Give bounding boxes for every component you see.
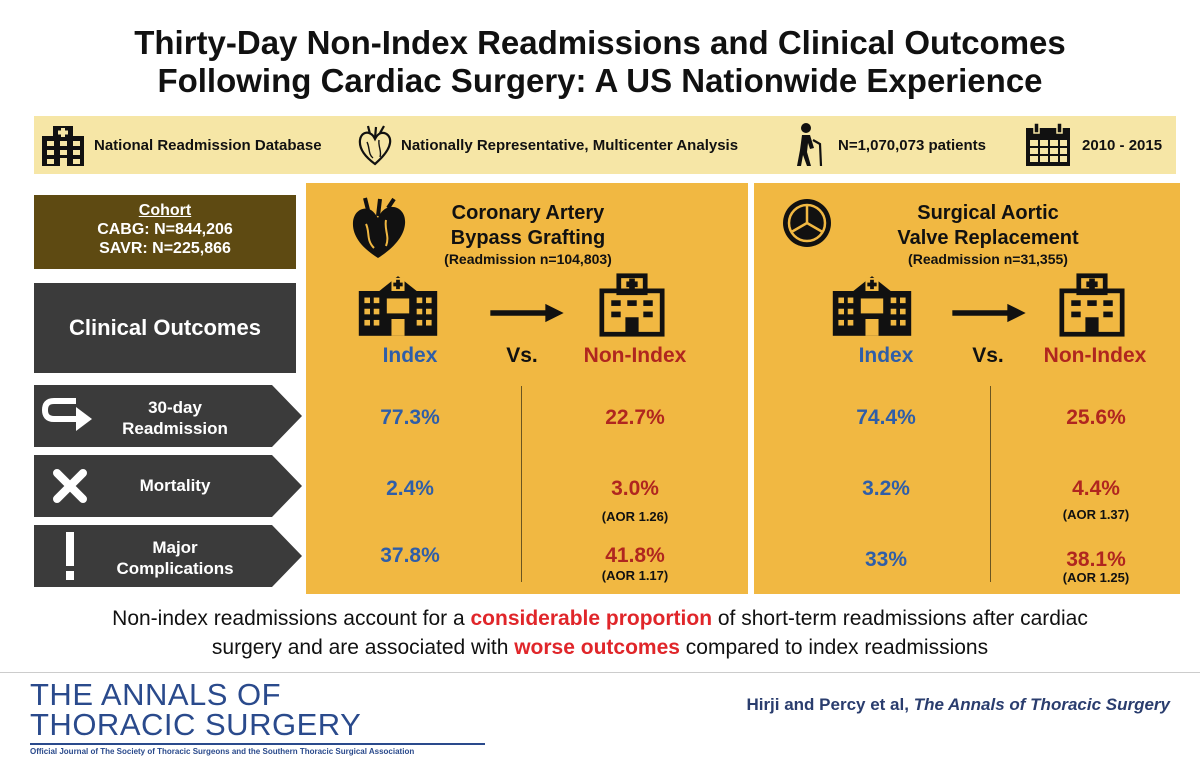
cohort-cabg: CABG: N=844,206 [97, 221, 233, 238]
savr-vs-label: Vs. [972, 344, 1004, 367]
cabg-nonindex-header: Non-Index [583, 344, 687, 367]
clinical-outcomes-box: Clinical Outcomes [34, 283, 296, 373]
savr-title: Surgical Aortic Valve Replacement [897, 202, 1079, 249]
banner-analysis-label: Nationally Representative, Multicenter A… [401, 137, 739, 154]
page-title-line1: Thirty-Day Non-Index Readmissions and Cl… [134, 24, 1066, 61]
cabg-readmission-nonindex: 22.7% [605, 406, 665, 429]
row-readmission-label: 30-day Readmission [122, 398, 228, 438]
savr-subtitle: (Readmission n=31,355) [908, 251, 1068, 267]
nonindex-hospital-icon [1056, 272, 1128, 338]
cohort-box: Cohort CABG: N=844,206 SAVR: N=225,866 [34, 195, 296, 269]
arrow-right-icon [488, 302, 566, 324]
savr-mortality-nonindex: 4.4% [1072, 477, 1120, 500]
cabg-title: Coronary Artery Bypass Grafting [450, 202, 606, 249]
page-title-line2: Following Cardiac Surgery: A US Nationwi… [157, 62, 1043, 99]
cabg-divider [521, 386, 522, 582]
cabg-complications-nonindex: 41.8% [605, 544, 665, 567]
cohort-heading: Cohort [138, 202, 192, 219]
savr-complications-nonindex: 38.1% [1066, 548, 1126, 571]
savr-complications-index: 33% [864, 548, 908, 571]
cabg-index-header: Index [382, 344, 438, 367]
index-hospital-icon [356, 272, 440, 338]
journal-rule [30, 743, 485, 745]
savr-panel [754, 183, 1180, 594]
savr-complications-aor: (AOR 1.25) [1062, 570, 1130, 585]
cabg-mortality-index: 2.4% [386, 477, 434, 500]
cabg-complications-index: 37.8% [380, 544, 440, 567]
cabg-vs-label: Vs. [506, 344, 538, 367]
row-complications-chevron [34, 525, 302, 587]
row-complications-label: Major Complications [116, 538, 234, 578]
return-arrow-icon [42, 398, 92, 431]
savr-nonindex-header: Non-Index [1043, 344, 1147, 367]
row-mortality-label: Mortality [139, 476, 211, 495]
journal-name-line1: THE ANNALS OF [30, 677, 282, 712]
savr-index-header: Index [858, 344, 914, 367]
arrow-right-icon [950, 302, 1028, 324]
footer-divider [0, 672, 1200, 673]
x-mark-icon [53, 469, 87, 503]
savr-divider [990, 386, 991, 582]
cohort-savr: SAVR: N=225,866 [99, 240, 231, 257]
row-mortality-chevron [34, 455, 302, 517]
highlight-worse-outcomes: worse outcomes [514, 636, 680, 659]
cabg-mortality-aor: (AOR 1.26) [601, 509, 669, 524]
hospital-icon [42, 126, 84, 166]
cabg-readmission-index: 77.3% [380, 406, 440, 429]
heart-anatomy-icon [358, 125, 392, 166]
banner-patients-label: N=1,070,073 patients [838, 137, 987, 154]
journal-tagline: Official Journal of The Society of Thora… [30, 747, 415, 756]
elderly-person-icon [797, 123, 823, 167]
clinical-outcomes-label: Clinical Outcomes [69, 315, 261, 340]
cabg-subtitle: (Readmission n=104,803) [444, 251, 612, 267]
highlight-considerable-proportion: considerable proportion [470, 607, 713, 630]
citation: Hirji and Percy et al, The Annals of Tho… [746, 695, 1170, 714]
row-readmission-chevron [34, 385, 302, 447]
journal-name-line2: THORACIC SURGERY [30, 707, 362, 742]
study-info-banner [34, 116, 1176, 174]
heart-icon [352, 197, 406, 258]
savr-readmission-nonindex: 25.6% [1066, 406, 1126, 429]
cabg-mortality-nonindex: 3.0% [611, 477, 659, 500]
nonindex-hospital-icon [596, 272, 668, 338]
cabg-complications-aor: (AOR 1.17) [601, 568, 669, 583]
banner-database-label: National Readmission Database [94, 137, 322, 154]
savr-mortality-aor: (AOR 1.37) [1062, 507, 1130, 522]
index-hospital-icon [830, 272, 914, 338]
aortic-valve-icon [783, 199, 831, 247]
savr-readmission-index: 74.4% [856, 406, 916, 429]
banner-years-label: 2010 - 2015 [1082, 137, 1163, 154]
exclamation-icon [66, 532, 74, 580]
savr-mortality-index: 3.2% [862, 477, 910, 500]
journal-logo: THE ANNALS OF THORACIC SURGERY [30, 677, 362, 742]
conclusion-line2: surgery and are associated with worse ou… [211, 636, 989, 659]
calendar-icon [1026, 122, 1070, 166]
conclusion-line1: Non-index readmissions account for a con… [112, 607, 1088, 630]
